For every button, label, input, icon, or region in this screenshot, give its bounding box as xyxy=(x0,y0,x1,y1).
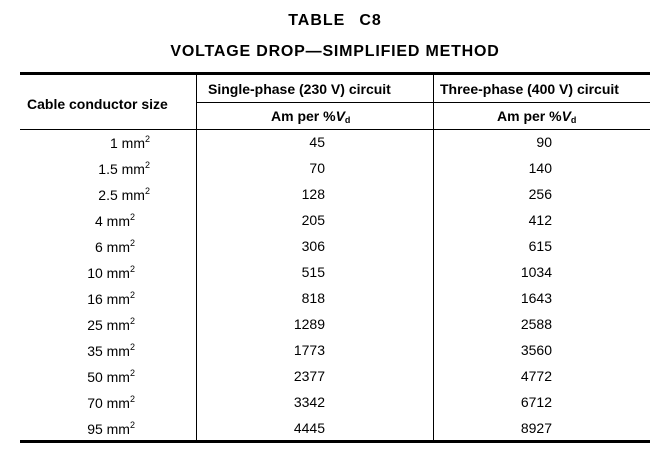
single-phase-cell: 818 xyxy=(301,290,325,306)
size-cell: 70 mm2 xyxy=(87,394,135,411)
table-row: 50 mm2 2377 4772 xyxy=(0,364,660,390)
three-phase-cell: 140 xyxy=(528,160,552,176)
three-phase-cell: 1034 xyxy=(520,264,552,280)
three-phase-cell: 90 xyxy=(536,134,552,150)
header-mid-rule xyxy=(196,102,650,103)
size-cell: 1 mm2 xyxy=(109,134,150,151)
table-row: 70 mm2 3342 6712 xyxy=(0,390,660,416)
table-row: 1.5 mm2 70 140 xyxy=(0,156,660,182)
single-phase-cell: 45 xyxy=(309,134,325,150)
table-id: C8 xyxy=(359,12,382,29)
three-phase-cell: 3560 xyxy=(520,342,552,358)
table-row: 1 mm2 45 90 xyxy=(0,130,660,156)
size-cell: 25 mm2 xyxy=(87,316,135,333)
header-three-phase: Three-phase (400 V) circuit xyxy=(440,81,619,97)
size-cell: 10 mm2 xyxy=(87,264,135,281)
single-phase-cell: 1289 xyxy=(293,316,325,332)
top-rule xyxy=(20,72,650,75)
three-phase-cell: 6712 xyxy=(520,394,552,410)
three-phase-cell: 256 xyxy=(528,186,552,202)
size-cell: 16 mm2 xyxy=(87,290,135,307)
size-cell: 4 mm2 xyxy=(94,212,135,229)
unit-three-phase: Am per %Vd xyxy=(497,108,577,125)
header-bottom-rule xyxy=(20,129,650,130)
table-title: VOLTAGE DROP—SIMPLIFIED METHOD xyxy=(170,43,500,60)
single-phase-cell: 3342 xyxy=(293,394,325,410)
size-cell: 2.5 mm2 xyxy=(98,186,150,203)
three-phase-cell: 412 xyxy=(528,212,552,228)
single-phase-cell: 515 xyxy=(301,264,325,280)
table-label: TABLE xyxy=(288,12,346,29)
table-row: 95 mm2 4445 8927 xyxy=(0,416,660,442)
single-phase-cell: 70 xyxy=(309,160,325,176)
column-divider-1 xyxy=(196,75,197,440)
three-phase-cell: 2588 xyxy=(520,316,552,332)
single-phase-cell: 1773 xyxy=(293,342,325,358)
single-phase-cell: 205 xyxy=(301,212,325,228)
size-cell: 95 mm2 xyxy=(87,420,135,437)
table-row: 10 mm2 515 1034 xyxy=(0,260,660,286)
three-phase-cell: 8927 xyxy=(520,420,552,436)
single-phase-cell: 128 xyxy=(301,186,325,202)
bottom-rule xyxy=(20,440,650,443)
single-phase-cell: 306 xyxy=(301,238,325,254)
table-row: 16 mm2 818 1643 xyxy=(0,286,660,312)
size-cell: 50 mm2 xyxy=(87,368,135,385)
size-cell: 1.5 mm2 xyxy=(98,160,150,177)
table-number: TABLE C8 xyxy=(0,12,660,30)
size-cell: 6 mm2 xyxy=(94,238,135,255)
column-divider-2 xyxy=(433,75,434,440)
size-cell: 35 mm2 xyxy=(87,342,135,359)
header-cable-size: Cable conductor size xyxy=(27,96,168,112)
table-row: 6 mm2 306 615 xyxy=(0,234,660,260)
table-row: 2.5 mm2 128 256 xyxy=(0,182,660,208)
single-phase-cell: 2377 xyxy=(293,368,325,384)
table-row: 25 mm2 1289 2588 xyxy=(0,312,660,338)
table-row: 35 mm2 1773 3560 xyxy=(0,338,660,364)
three-phase-cell: 1643 xyxy=(520,290,552,306)
unit-single-phase: Am per %Vd xyxy=(271,108,351,125)
three-phase-cell: 615 xyxy=(528,238,552,254)
three-phase-cell: 4772 xyxy=(520,368,552,384)
single-phase-cell: 4445 xyxy=(293,420,325,436)
table-row: 4 mm2 205 412 xyxy=(0,208,660,234)
header-single-phase: Single-phase (230 V) circuit xyxy=(208,81,391,97)
